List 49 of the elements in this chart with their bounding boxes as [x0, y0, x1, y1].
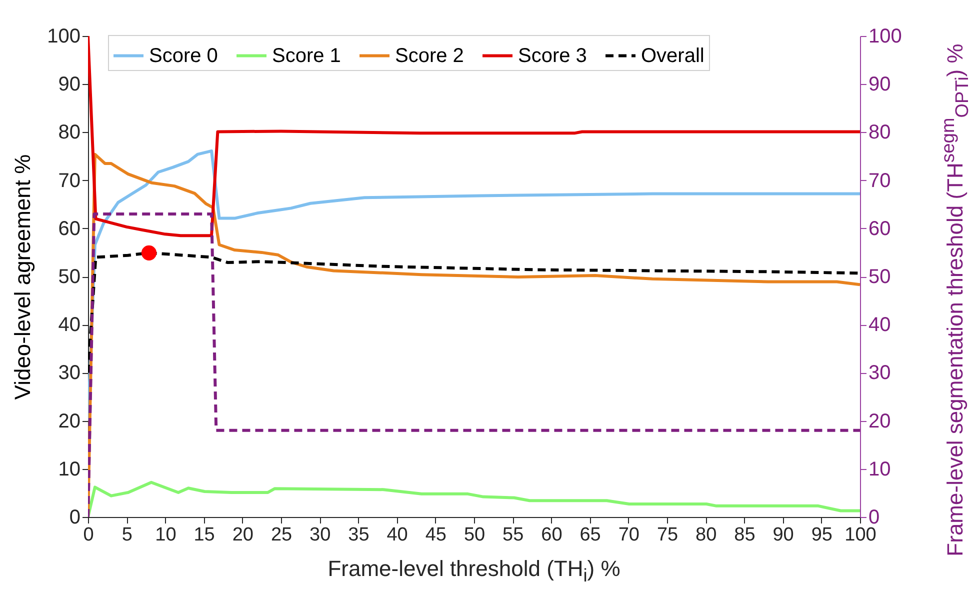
x-tick-label: 55 [502, 524, 524, 546]
x-tick-label: 75 [656, 524, 678, 546]
legend-label: Score 0 [149, 44, 218, 67]
y-tick-label: 40 [58, 314, 80, 336]
y-tick-label: 100 [47, 26, 80, 48]
legend-label: Overall [641, 44, 704, 67]
y2-tick-label: 60 [868, 218, 891, 240]
y-tick-label: 20 [58, 410, 80, 432]
y2-tick-label: 50 [868, 266, 891, 288]
y2-tick-label: 70 [868, 170, 891, 192]
x-tick-label: 95 [811, 524, 832, 546]
y-tick-label: 70 [58, 170, 80, 192]
x-tick-label: 90 [772, 524, 794, 546]
y2-tick-label: 10 [868, 458, 891, 480]
x-tick-label: 35 [348, 524, 370, 546]
x-tick-label: 25 [270, 524, 292, 546]
y-tick-label: 80 [58, 122, 80, 144]
legend-label: Score 1 [272, 44, 341, 67]
x-tick-label: 80 [696, 524, 717, 546]
x-tick-label: 15 [194, 524, 215, 546]
x-tick-label: 70 [618, 524, 640, 546]
y-tick-label: 90 [58, 74, 80, 96]
y2-tick-label: 40 [868, 314, 891, 336]
legend-label: Score 2 [395, 44, 464, 67]
x-tick-label: 0 [83, 524, 94, 546]
y-tick-label: 30 [58, 362, 80, 384]
y-tick-label: 10 [58, 458, 80, 480]
y2-tick-label: 80 [868, 122, 891, 144]
x-tick-label: 45 [425, 524, 446, 546]
x-tick-label: 40 [386, 524, 408, 546]
y2-tick-label: 90 [868, 74, 891, 96]
y-axis-title: Video-level agreement % [10, 154, 36, 400]
x-tick-label: 85 [734, 524, 756, 546]
y2-tick-label: 100 [868, 26, 902, 48]
y-tick-label: 60 [58, 218, 80, 240]
x-tick-label: 10 [155, 524, 176, 546]
x-tick-label: 65 [580, 524, 601, 546]
line-series [88, 36, 860, 238]
x-tick-label: 30 [310, 524, 331, 546]
x-tick-label: 20 [232, 524, 254, 546]
x-axis-title: Frame-level threshold (TH$_{i}$) % [326, 556, 622, 586]
y-tick-label: 0 [69, 506, 80, 528]
legend-label: Score 3 [518, 44, 587, 67]
x-tick-label: 60 [541, 524, 562, 546]
y2-tick-label: 30 [868, 362, 891, 384]
y2-tick-label: 20 [868, 410, 891, 432]
x-tick-label: 50 [464, 524, 486, 546]
y-tick-label: 50 [58, 266, 80, 288]
x-tick-label: 5 [122, 524, 132, 546]
